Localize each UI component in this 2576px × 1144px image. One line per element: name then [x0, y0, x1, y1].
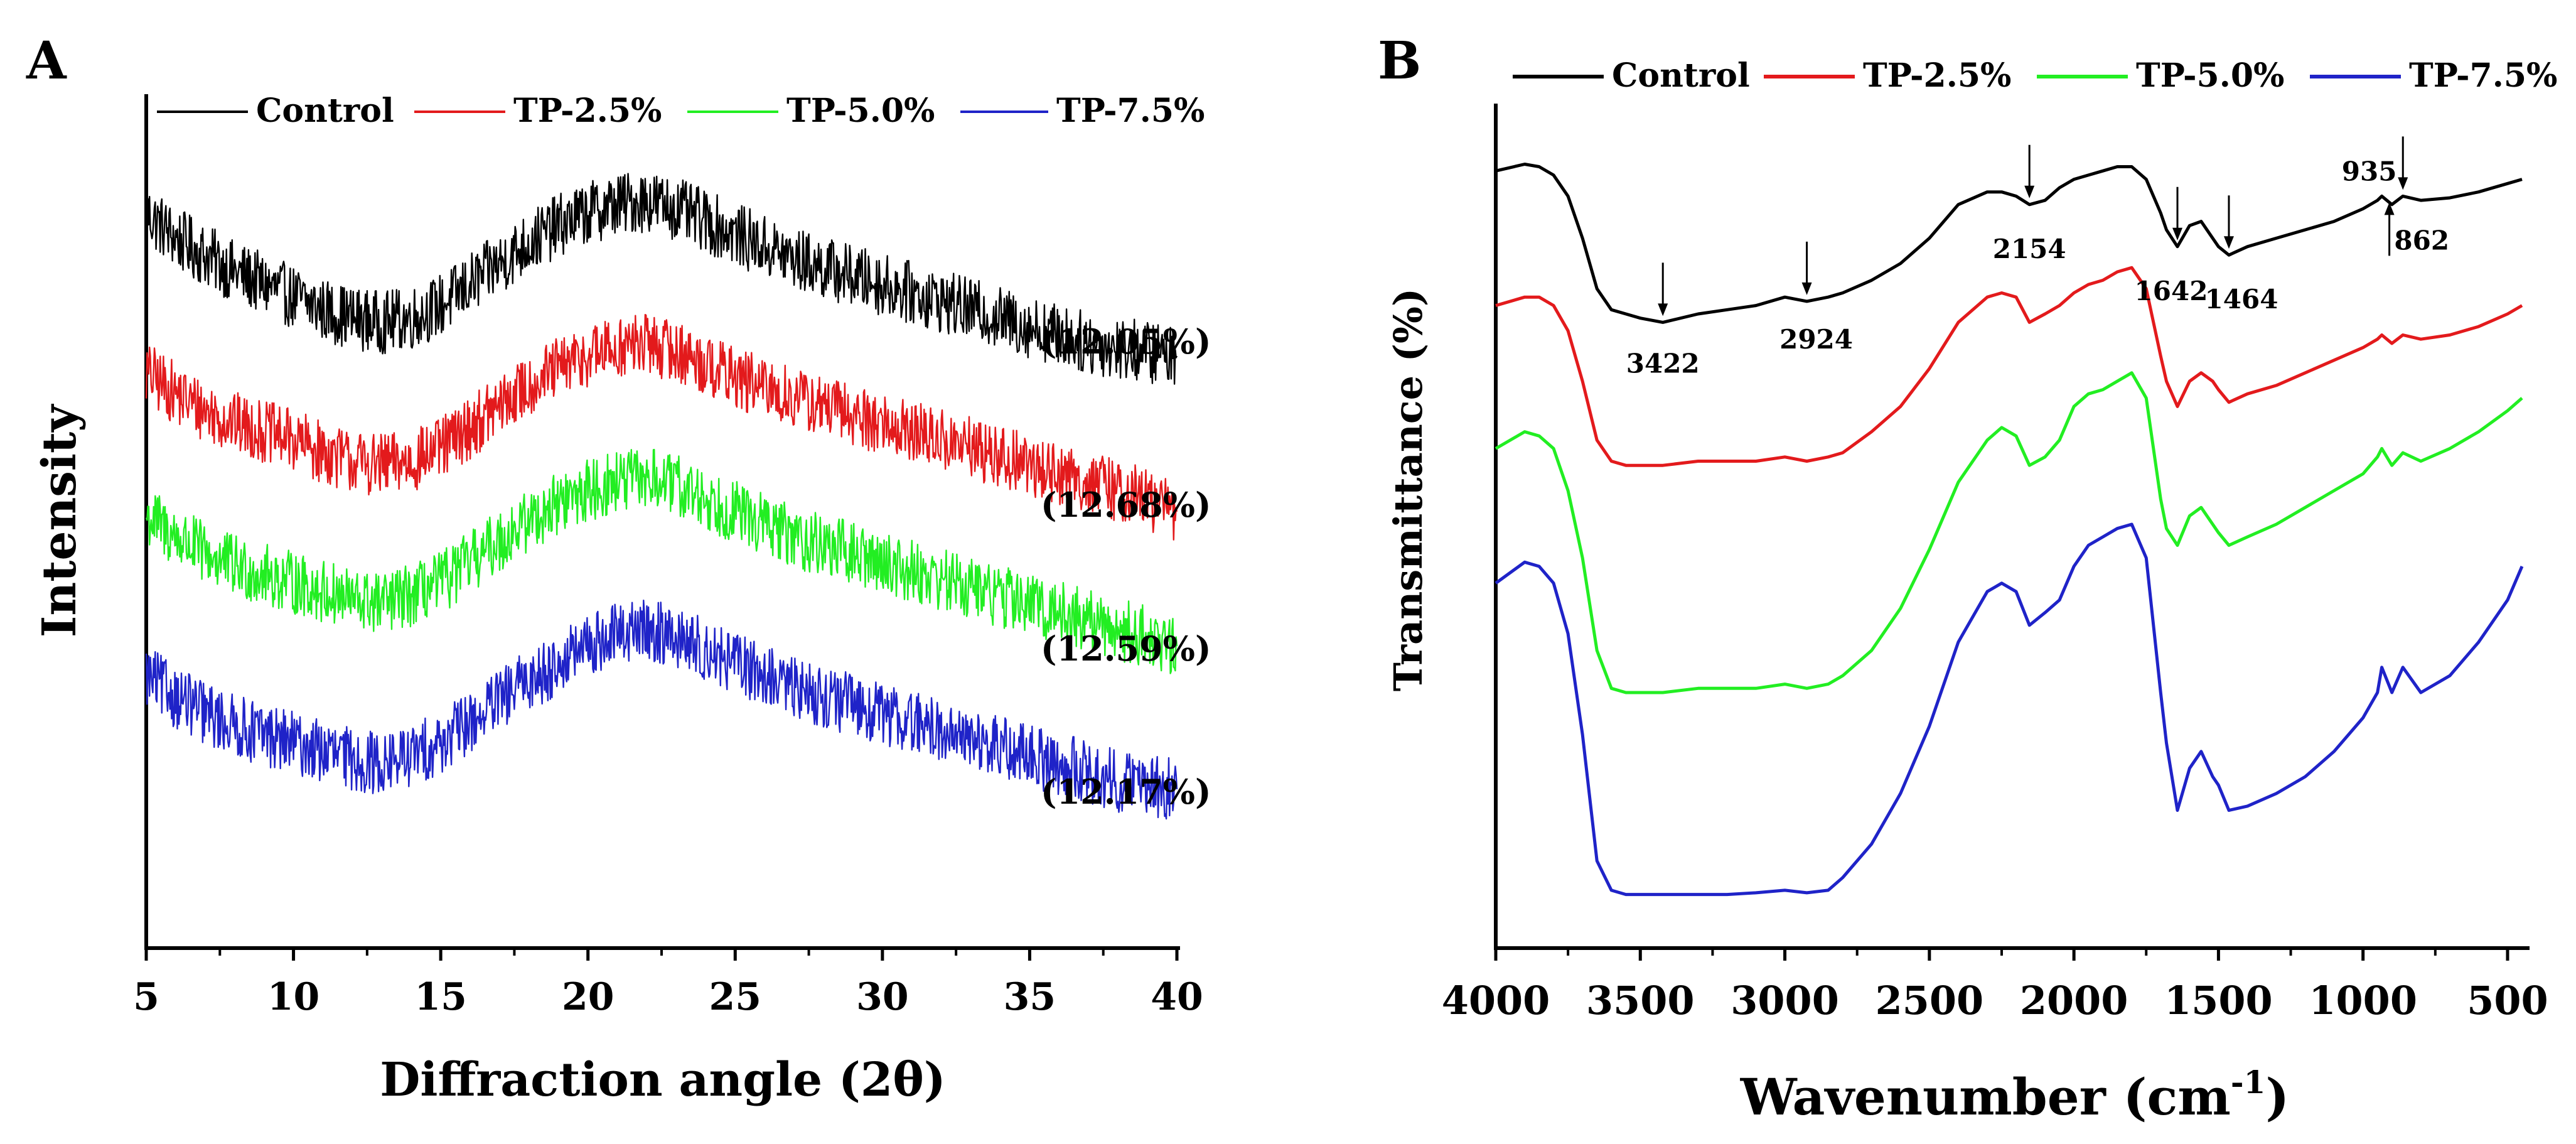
legend-label-tp50: TP-5.0%: [786, 92, 935, 130]
panel-b-x-tick-label: 500: [2467, 978, 2548, 1023]
panel-a-x-tick-label: 15: [414, 975, 467, 1019]
panel-a-series-tp25: [145, 314, 1178, 541]
panel-a-label: A: [26, 31, 67, 91]
panel-a-x-tick-label: 20: [562, 975, 614, 1019]
peak-arrow-head: [2172, 227, 2183, 240]
peak-label: 1464: [2205, 284, 2278, 315]
panel-a-crystallinity-tp50: (12.59%): [1041, 629, 1211, 669]
legend-label-control: Control: [256, 92, 394, 130]
panel-a-x-tick-label: 35: [1004, 975, 1056, 1019]
panel-a-legend: Control TP-2.5% TP-5.0% TP-7.5%: [157, 92, 1205, 130]
panel-a-x-tick-label: 5: [133, 975, 159, 1019]
panel-a-crystallinity-control: (12.05%): [1041, 321, 1211, 362]
peak-label: 2154: [1993, 234, 2066, 264]
panel-b-series-tp50: [1495, 371, 2523, 694]
peak-arrow-head: [2398, 177, 2408, 190]
peak-annotation-862: 862: [2394, 136, 2449, 256]
panel-a-x-tick-label: 10: [267, 975, 320, 1019]
panel-a-crystallinity-tp25: (12.68%): [1041, 485, 1211, 525]
panel-b-label: B: [1378, 31, 1421, 91]
panel-b-x-tick-label: 3500: [1586, 978, 1695, 1023]
panel-b-x-axis-title-main: Wavenumber (cm: [1740, 1067, 2231, 1126]
panel-b-x-axis-title-end: ): [2265, 1067, 2289, 1126]
panel-a-xrd-chart: A Control TP-2.5% TP-5.0% TP-7.5% 5 10 15 2…: [26, 31, 1211, 1107]
panel-a-crystallinity-tp75: (12.17%): [1041, 772, 1211, 812]
panel-b-series: [1495, 163, 2524, 897]
peak-arrow-head: [1801, 282, 1812, 295]
panel-b-ftir-chart: B Control TP-2.5% TP-5.0% TP-7.5% 4000 35…: [1378, 31, 2557, 1126]
panel-a-x-tick-label: 40: [1151, 975, 1203, 1019]
panel-b-x-tick-label: 3000: [1731, 978, 1839, 1023]
panel-a-x-tick-label: 25: [709, 975, 762, 1019]
panel-a-x-tick-label: 30: [856, 975, 909, 1019]
panel-b-series-control: [1495, 163, 2523, 324]
peak-annotation-2154: 2154: [1993, 144, 2066, 264]
peak-label: 862: [2394, 225, 2449, 256]
panel-b-x-tick-label: 2000: [2020, 978, 2128, 1023]
panel-b-x-tick-label: 1500: [2164, 978, 2273, 1023]
legend-label-tp75: TP-7.5%: [1056, 92, 1205, 130]
panel-a-series-control: [145, 173, 1178, 385]
panel-b-x-tick-label: 1000: [2309, 978, 2417, 1023]
peak-arrow-head: [2384, 202, 2395, 215]
peak-arrow-head: [1658, 303, 1668, 316]
panel-b-x-ticks: 4000 3500 3000 2500 2000 1500 1000 500: [1442, 948, 2548, 1023]
panel-b-series-tp25: [1495, 266, 2523, 467]
panel-a-series-tp75: [145, 600, 1178, 820]
panel-b-x-tick-label: 2500: [1876, 978, 1984, 1023]
legend-b-label-tp25: TP-2.5%: [1863, 57, 2011, 95]
peak-label: 935: [2342, 156, 2397, 186]
panel-b-series-tp75: [1495, 522, 2524, 897]
peak-label: 2924: [1779, 324, 1853, 355]
panel-a-series: [145, 173, 1178, 820]
panel-b-y-axis-title: Transmittance (%): [1385, 288, 1431, 692]
peak-arrow-head: [2223, 236, 2234, 249]
peak-annotation-1642: 1642: [2135, 186, 2208, 306]
legend-b-label-tp75: TP-7.5%: [2409, 57, 2557, 95]
panel-b-x-tick-label: 4000: [1442, 978, 1550, 1023]
peak-annotation-3422: 3422: [1626, 262, 1700, 379]
panel-b-x-axis-title: Wavenumber (cm-1): [1740, 1064, 2290, 1126]
peak-annotation-935: 935: [2342, 156, 2397, 256]
legend-b-label-tp50: TP-5.0%: [2136, 57, 2284, 95]
legend-label-tp25: TP-2.5%: [513, 92, 662, 130]
peak-annotation-2924: 2924: [1779, 241, 1853, 355]
panel-a-x-axis-title: Diffraction angle (2θ): [380, 1053, 946, 1107]
panel-a-crystallinity-labels: (12.05%) (12.68%) (12.59%) (12.17%): [1041, 321, 1211, 812]
peak-label: 3422: [1626, 348, 1700, 379]
panel-b-x-axis-title-sup: -1: [2231, 1064, 2266, 1101]
panel-a-y-axis-title: Intensity: [33, 404, 87, 637]
peak-annotation-1464: 1464: [2205, 195, 2278, 315]
panel-b-legend: Control TP-2.5% TP-5.0% TP-7.5%: [1513, 57, 2557, 95]
panel-a-series-tp50: [145, 448, 1178, 674]
legend-b-label-control: Control: [1612, 57, 1750, 95]
peak-label: 1642: [2135, 276, 2208, 306]
panel-a-x-ticks: 5 10 15 20 25 30 35 40: [133, 948, 1203, 1019]
peak-arrow-head: [2024, 185, 2035, 198]
